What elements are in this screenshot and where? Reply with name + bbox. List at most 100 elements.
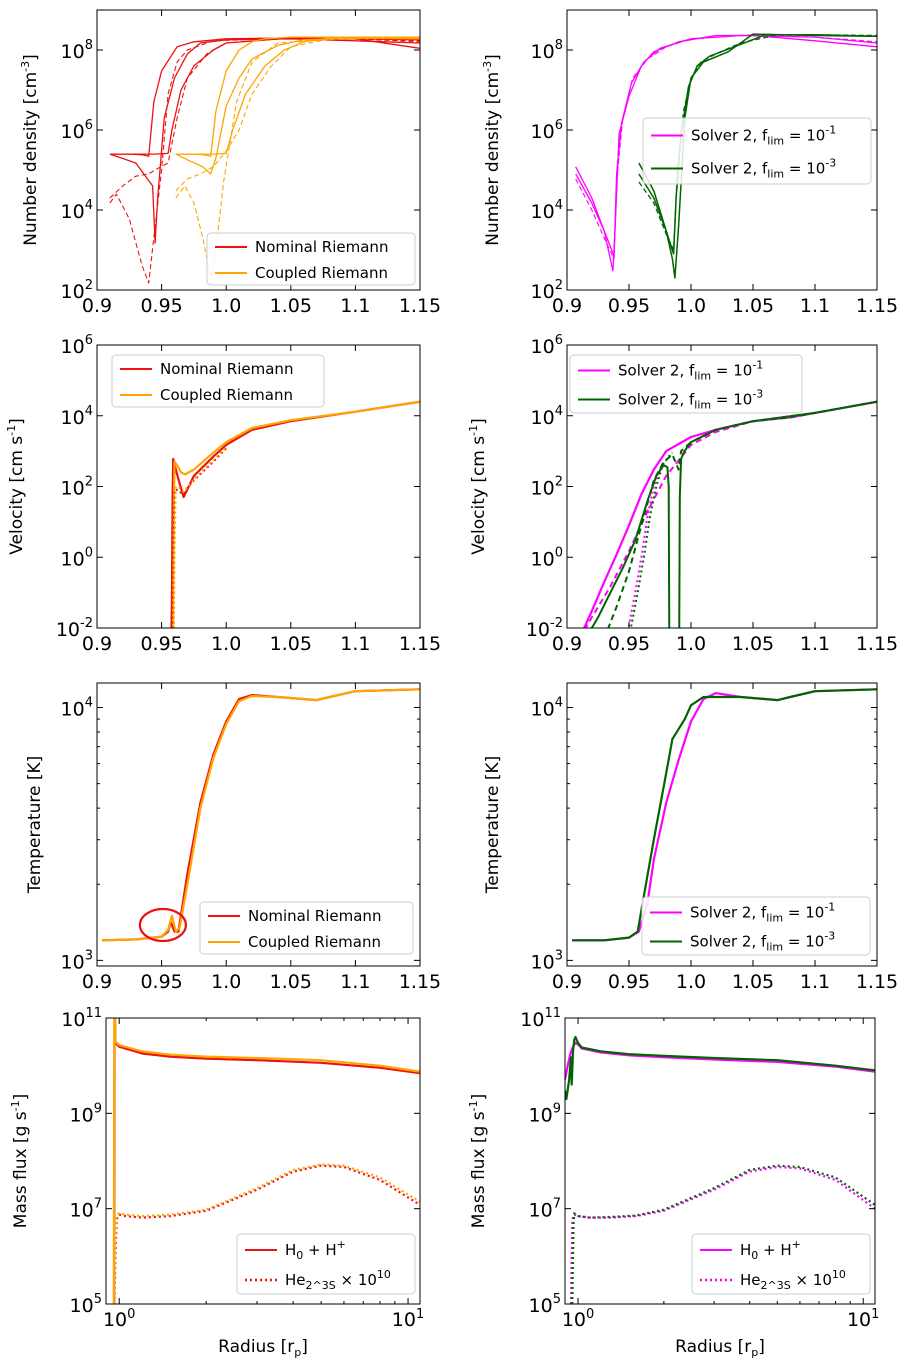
series-group [102,688,420,942]
x-tick-label: 100 [103,1307,135,1331]
axes-frame [566,682,878,967]
series-group [572,688,877,942]
y-tick-exponent: 4 [85,198,93,213]
y-axis-label: Mass flux [g s-1​] [467,1094,489,1228]
x-tick-label: 1.1 [800,971,830,993]
series-line [109,38,420,244]
axes-frame [105,1017,421,1305]
axes-frame [96,9,421,291]
y-tick-exponent: 8 [85,38,93,53]
panel-temperature-right: 0.9 0.95 1.0 1.05 1.1 1.15 103 104 Temperature [… [483,682,898,993]
legend-label: Solver 2, flim​ = 10-1​ [690,901,835,925]
panel-velocity-right: 0.9 0.95 1.0 1.05 1.1 1.1510-2100102104106Vel… [467,333,898,655]
x-tick-label: 0.9 [82,633,112,655]
x-tick-label: 100 [562,1307,594,1331]
series-line [112,1018,420,1304]
series-group [582,400,877,628]
y-tick-label: 109 [70,1101,102,1126]
x-tick-label: 0.95 [608,633,650,655]
y-tick-label: 106 [61,118,93,143]
x-tick-label: 0.9 [552,295,582,317]
legend-label: Coupled Riemann [160,386,293,404]
legend-box [206,232,416,286]
series-line [571,1164,875,1304]
legend-label: Solver 2, flim​ = 10-3​ [690,930,835,954]
y-tick-label: 1011 [61,1006,102,1031]
y-tick-exponent: 9 [553,1101,561,1116]
y-tick-label: 104 [61,404,93,429]
y-tick-label: 104 [531,404,563,429]
legend-label: Nominal Riemann [248,907,381,925]
panel-temperature-left: 0.9 0.95 1.0 1.05 1.1 1.15 103 104 Temperature [… [25,682,441,993]
y-tick-label: 104 [61,696,93,721]
series-line [109,37,420,199]
axes-frame [564,1017,876,1305]
y-tick-exponent: -2 [80,616,93,631]
x-tick-label: 1.05 [270,633,312,655]
legend-label: Solver 2, flim​ = 10-3​ [691,157,836,181]
x-tick-exponent: 0 [586,1307,594,1322]
y-tick-exponent: 6 [555,118,563,133]
x-tick-label: 101 [847,1307,879,1331]
series-line [113,1163,420,1304]
x-tick-label: 1.15 [399,295,441,317]
y-tick-label: 109 [529,1101,561,1126]
y-axis-label: Temperature [K] [25,756,45,895]
x-tick-label: 0.95 [608,971,650,993]
y-axis-label: Number density [cm-3​] [19,54,41,246]
y-tick-exponent: 7 [94,1197,102,1212]
y-tick-exponent: 2 [85,475,93,490]
y-tick-label: 105 [529,1292,561,1317]
legend: H0​ + H+​ He2^3S​ × 1010​ [236,1233,416,1295]
x-tick-label: 1.0 [211,971,241,993]
x-tick-label: 1.05 [732,971,774,993]
legend: Nominal Riemann Coupled Riemann [111,354,325,408]
y-tick-label: 104 [61,198,93,223]
y-tick-exponent: 9 [94,1101,102,1116]
series-line [572,688,877,942]
legend-box [236,1233,416,1295]
x-tick-label: 1.0 [211,633,241,655]
legend-label: He2^3S​ × 1010​ [285,1268,391,1292]
y-tick-label: 100 [61,545,93,570]
y-axis-label: Temperature [K] [483,756,503,895]
series-line [565,1035,875,1101]
x-tick-label: 1.1 [800,295,830,317]
y-tick-label: 102 [531,278,563,303]
y-tick-label: 104 [531,696,563,721]
y-tick-exponent: 3 [555,948,563,963]
y-tick-label: 107 [70,1197,102,1222]
y-tick-exponent: 2 [555,475,563,490]
series-line [607,400,877,628]
x-tick-label: 0.9 [82,295,112,317]
y-tick-exponent: 11 [544,1006,561,1021]
legend: Solver 2, flim​ = 10-1​ Solver 2, flim​ =… [642,117,872,185]
legend-label: H0​ + H+​ [740,1238,801,1262]
x-tick-label: 1.15 [856,633,898,655]
y-axis-label: Mass flux [g s-1​] [9,1094,31,1228]
series-line [172,446,227,628]
x-tick-label: 1.15 [856,971,898,993]
legend-label: Coupled Riemann [248,933,381,951]
y-tick-exponent: 4 [555,198,563,213]
x-tick-exponent: 1 [871,1307,879,1322]
y-tick-label: 102 [61,475,93,500]
axes-frame [566,9,878,291]
series-group [575,33,877,279]
legend-label: Solver 2, flim​ = 10-3​ [618,388,763,412]
y-tick-exponent: 4 [555,696,563,711]
y-tick-exponent: 7 [553,1197,561,1212]
series-line [638,34,877,251]
x-tick-label: 101 [392,1307,424,1331]
y-tick-exponent: 6 [85,118,93,133]
x-tick-label: 0.95 [140,295,182,317]
legend: Solver 2, flim​ = 10-1​ Solver 2, flim​ =… [569,354,803,414]
y-tick-exponent: 0 [555,545,563,560]
legend-box [199,901,414,955]
series-group [565,1035,875,1304]
series-line [113,1018,420,1304]
y-axis-label: Velocity [cm s-1​] [467,418,489,555]
legend-box [691,1233,871,1295]
